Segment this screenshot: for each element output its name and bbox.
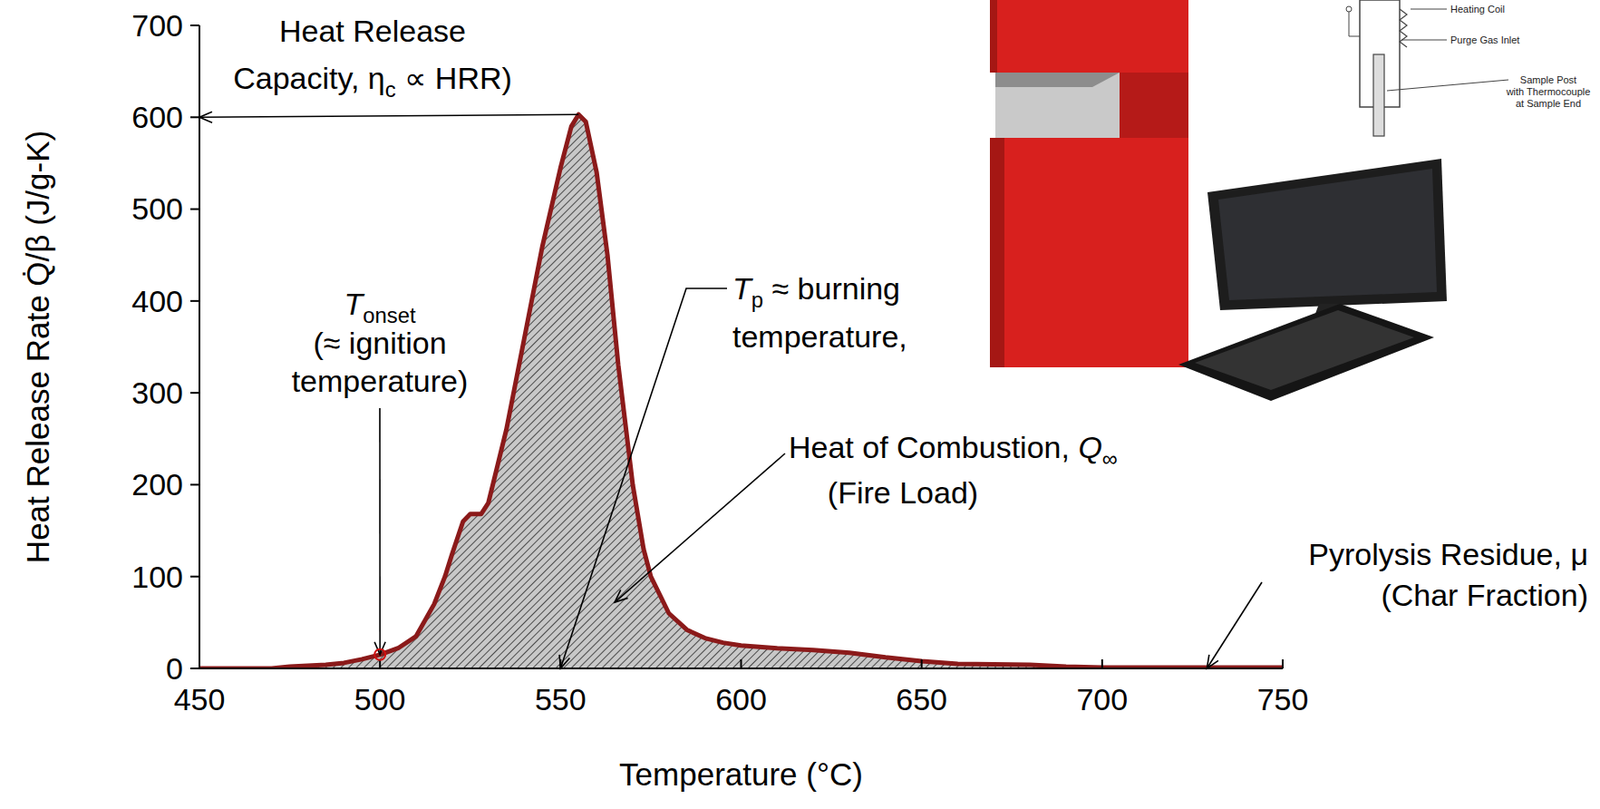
annotation-text: Tp ≈ burning — [732, 271, 901, 312]
cabinet-bottom — [989, 137, 1189, 368]
x-tick-label: 500 — [354, 681, 407, 717]
x-tick — [921, 659, 923, 669]
y-tick-label: 500 — [131, 191, 184, 226]
annotation-segment: Pyrolysis Residue, μ — [1308, 536, 1589, 572]
annotation-text: Heat Release — [279, 13, 466, 49]
y-axis-title: Heat Release Rate Q̇/β (J/g-K) — [19, 130, 56, 563]
x-tick-label: 600 — [715, 681, 767, 717]
x-tick — [1101, 659, 1104, 669]
y-tick-label: 600 — [131, 99, 184, 135]
keyboard-keys — [1194, 310, 1415, 390]
cabinet-back — [1119, 72, 1189, 138]
y-tick-label: 100 — [131, 559, 184, 594]
x-tick-label: 700 — [1076, 681, 1128, 717]
schematic-coil — [1399, 9, 1407, 48]
annotation-text: (Fire Load) — [827, 475, 979, 510]
y-tick-label: 0 — [165, 650, 184, 686]
y-tick — [190, 208, 200, 211]
chart: Heating Coil Purge Gas Inlet Sample Postwi… — [0, 0, 1600, 809]
y-tick-label: 700 — [131, 8, 184, 43]
y-tick — [190, 391, 200, 394]
cabinet-opening — [995, 72, 1120, 138]
cabinet-top — [995, 0, 1189, 73]
annotation-segment: Capacity, η — [232, 60, 386, 96]
onset-marker — [374, 649, 386, 660]
inset-label: Sample Post — [1520, 74, 1577, 86]
inset-label: Purge Gas Inlet — [1450, 34, 1520, 46]
inset-leader — [1386, 79, 1509, 91]
annotation-leader — [1206, 581, 1262, 669]
y-tick — [190, 667, 200, 670]
y-tick-label: 400 — [131, 283, 184, 319]
y-tick-label: 300 — [131, 375, 184, 410]
annotation-segment: temperature) — [291, 363, 469, 398]
annotation-text: Tonset — [344, 286, 417, 328]
keyboard — [1178, 303, 1435, 401]
cabinet-top-side — [989, 0, 998, 73]
annotation-segment: ∞ — [1102, 446, 1118, 471]
y-tick — [190, 300, 200, 302]
annotation-text: (Char Fraction) — [1380, 577, 1589, 612]
annotation-segment: ≈ burning — [763, 271, 901, 306]
x-tick-label: 750 — [1257, 681, 1310, 717]
axes: 0 100 200 300 400 500 600 700 450 500 550 600 650 700… — [131, 8, 1309, 717]
annotation-segment: Heat of Combustion, — [788, 429, 1078, 465]
x-tick — [1281, 659, 1284, 669]
monitor-bezel — [1207, 158, 1447, 311]
instrument-illustration: Heating Coil Purge Gas Inlet Sample Postwi… — [989, 0, 1591, 401]
annotation-segment: ∝ HRR) — [396, 60, 513, 96]
x-tick-label: 650 — [895, 681, 948, 717]
schematic-post — [1373, 54, 1385, 136]
cabinet-opening-shadow — [995, 72, 1120, 88]
y-tick-label: 200 — [131, 466, 184, 502]
x-axis-title: Temperature (°C) — [619, 756, 864, 792]
x-tick — [198, 659, 201, 669]
annotation-leader — [614, 453, 786, 602]
y-tick — [190, 483, 200, 485]
annotation-leader — [199, 114, 579, 117]
annotation-leader — [378, 407, 381, 655]
y-tick — [190, 24, 200, 27]
annotation-segment: T — [732, 271, 754, 306]
annotation-segment: onset — [362, 302, 417, 328]
annotation-segment: (≈ ignition — [312, 325, 447, 360]
annotation-segment: Q — [1077, 429, 1102, 465]
inset-leader — [1410, 9, 1447, 10]
plot-area — [199, 114, 1283, 669]
annotation-segment: Heat Release — [279, 13, 466, 49]
inset-label: with Thermocouple — [1505, 86, 1591, 97]
data-line — [199, 114, 1283, 669]
schematic-terminal — [1346, 6, 1352, 12]
annotation-segment: (Fire Load) — [827, 475, 979, 510]
inset-label: Heating Coil — [1450, 3, 1505, 15]
annotation-segment: c — [385, 77, 397, 102]
y-tick — [190, 116, 200, 118]
x-tick-label: 450 — [174, 681, 226, 717]
annotation-segment: T — [344, 286, 366, 321]
schematic-wire — [1348, 11, 1360, 37]
inset-label: at Sample End — [1515, 97, 1581, 109]
y-tick — [190, 575, 200, 578]
x-tick — [740, 659, 743, 669]
inset-leader — [1401, 39, 1447, 41]
annotation-leader — [560, 288, 728, 669]
annotation-segment: temperature, — [732, 319, 908, 354]
monitor-screen — [1218, 168, 1437, 301]
annotations: Heat Release Capacity, ηc ∝ HRR) Tonset(≈ … — [199, 13, 1589, 669]
annotation-segment: (Char Fraction) — [1380, 577, 1589, 612]
annotation-text: Pyrolysis Residue, μ — [1308, 536, 1589, 572]
annotation-text: (≈ ignition — [312, 325, 447, 360]
annotation-text: temperature, — [732, 319, 908, 354]
y-axis-line — [198, 25, 201, 669]
annotation-segment: p — [751, 287, 764, 312]
annotation-text: Heat of Combustion, Q∞ — [788, 429, 1118, 471]
area-fill — [199, 114, 1283, 669]
x-tick-label: 550 — [534, 681, 587, 717]
cabinet-side — [989, 137, 1005, 368]
annotation-text: temperature) — [291, 363, 469, 398]
annotation-text: Capacity, ηc ∝ HRR) — [232, 60, 513, 102]
